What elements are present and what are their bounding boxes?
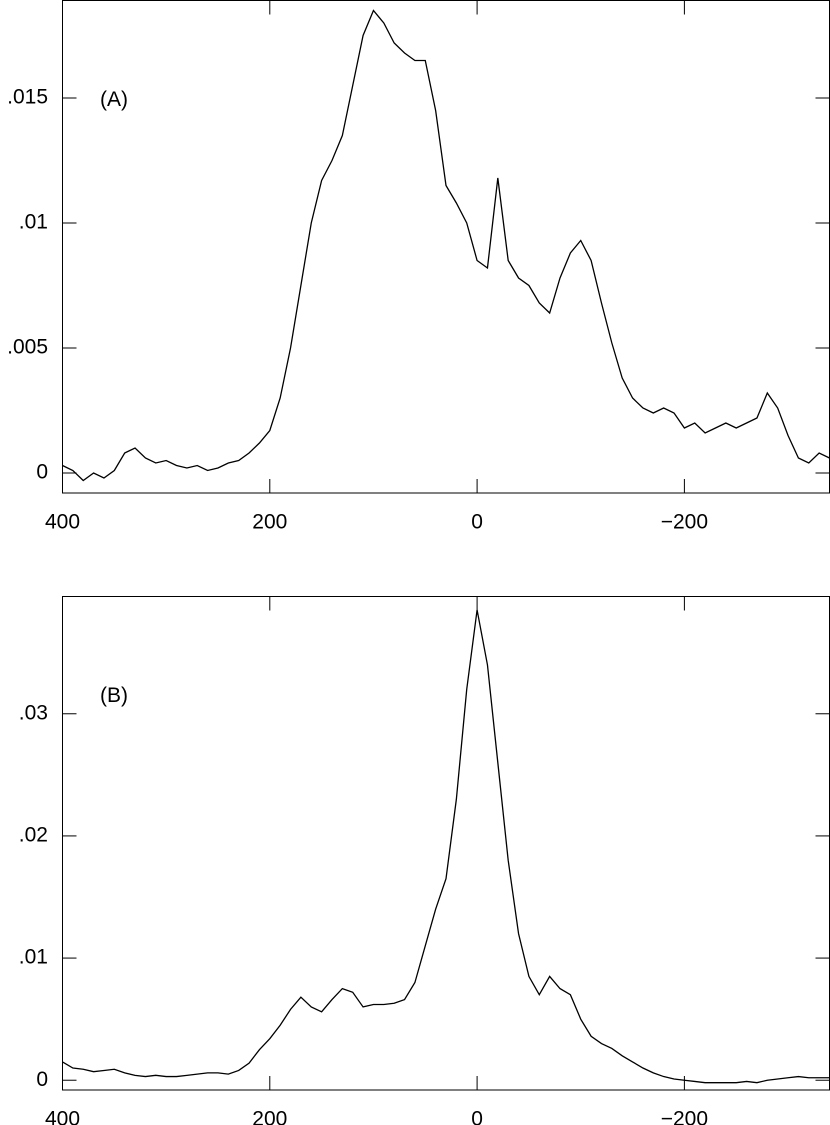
y-tick-label: 0: [36, 1068, 48, 1091]
data-line: [62, 609, 830, 1084]
x-tick-label: −200: [661, 511, 708, 534]
panel-label: (B): [100, 684, 128, 707]
x-tick-label: −200: [661, 1108, 708, 1125]
x-tick-label: 0: [471, 511, 483, 534]
x-tick-label: 200: [252, 511, 287, 534]
y-tick-label: .01: [19, 946, 48, 969]
y-tick-label: .005: [7, 336, 48, 359]
y-tick-label: .02: [19, 823, 48, 846]
x-tick-label: 200: [252, 1108, 287, 1125]
x-tick-label: 0: [471, 1108, 483, 1125]
panel-label: (A): [100, 88, 128, 111]
frame-a: [62, 0, 830, 494]
y-tick-label: 0: [36, 461, 48, 484]
x-tick-label: 400: [45, 1108, 80, 1125]
frame-b: [62, 596, 830, 1091]
data-line: [62, 9, 830, 482]
y-tick-label: .03: [19, 701, 48, 724]
y-tick-label: .01: [19, 211, 48, 234]
x-tick-label: 400: [45, 511, 80, 534]
y-tick-label: .015: [7, 86, 48, 109]
